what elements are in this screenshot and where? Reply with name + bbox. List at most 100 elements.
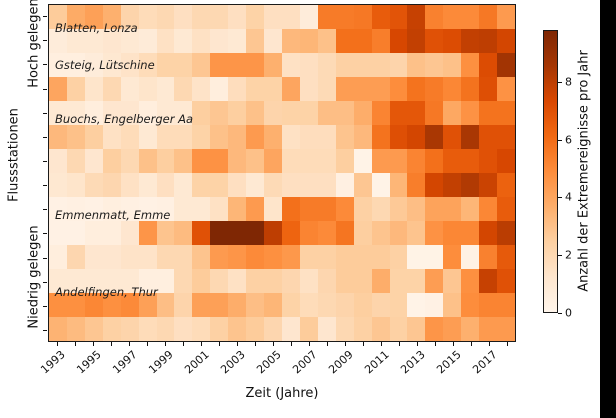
heatmap-cell-r5-1994 [66, 125, 85, 149]
heatmap-cell-r2-2009 [335, 53, 354, 77]
x-tick-2005 [273, 342, 274, 346]
heatmap-cell-r8-2000 [174, 197, 193, 221]
heatmap-cell-r5-1997 [120, 125, 139, 149]
heatmap-cell-r4-1995 [84, 101, 103, 125]
heatmap-cell-r1-1995 [84, 29, 103, 53]
heatmap-cell-r9-2000 [174, 221, 193, 245]
colorbar-title: Anzahl der Extremereignisse pro Jahr [576, 50, 592, 292]
heatmap-cell-r3-2013 [407, 77, 426, 101]
heatmap-cell-r7-2015 [443, 173, 462, 197]
heatmap-cell-r6-1994 [66, 149, 85, 173]
heatmap-cell-r0-2013 [407, 5, 426, 29]
heatmap-cell-r9-2018 [497, 221, 515, 245]
heatmap-cell-r1-2006 [281, 29, 300, 53]
heatmap-cell-r11-1997 [120, 269, 139, 293]
heatmap-cell-r3-2011 [371, 77, 390, 101]
heatmap-cell-r9-1998 [138, 221, 157, 245]
heatmap-cell-r13-2004 [246, 317, 265, 341]
heatmap-cell-r1-2011 [371, 29, 390, 53]
heatmap-cell-r5-2006 [281, 125, 300, 149]
colorbar-tick-label-6: 6 [565, 133, 572, 147]
heatmap-cell-r5-2008 [317, 125, 336, 149]
heatmap-cell-r4-2010 [353, 101, 372, 125]
heatmap-cell-r3-2018 [497, 77, 515, 101]
heatmap-cell-r1-2012 [389, 29, 408, 53]
heatmap-cell-r8-1998 [138, 197, 157, 221]
heatmap-cell-r11-2013 [407, 269, 426, 293]
heatmap-cell-r11-2005 [264, 269, 282, 293]
heatmap-cell-r9-2011 [371, 221, 390, 245]
heatmap-cell-r3-2009 [335, 77, 354, 101]
heatmap-cell-r5-2017 [479, 125, 498, 149]
heatmap-cell-r13-1998 [138, 317, 157, 341]
heatmap-cell-r3-1997 [120, 77, 139, 101]
heatmap-cell-r12-2014 [425, 293, 444, 317]
heatmap-cell-r2-1995 [84, 53, 103, 77]
heatmap-cell-r2-2001 [192, 53, 211, 77]
x-tick-2015 [453, 342, 454, 346]
heatmap-cell-r2-2015 [443, 53, 462, 77]
heatmap-cell-r12-1999 [156, 293, 175, 317]
x-tick-2006 [291, 342, 292, 346]
x-tick-label-2009: 2009 [326, 348, 356, 377]
heatmap-cell-r6-2010 [353, 149, 372, 173]
heatmap-cell-r8-2011 [371, 197, 390, 221]
heatmap-cell-r5-2012 [389, 125, 408, 149]
heatmap-cell-r2-2011 [371, 53, 390, 77]
heatmap-cell-r7-2014 [425, 173, 444, 197]
heatmap-cell-r8-2007 [299, 197, 318, 221]
heatmap-cell-r13-1994 [66, 317, 85, 341]
heatmap-cell-r3-2007 [299, 77, 318, 101]
colorbar-tick-2 [558, 255, 562, 257]
heatmap-cell-r10-1999 [156, 245, 175, 269]
heatmap-cell-r8-1993 [49, 197, 67, 221]
x-tick-2016 [471, 342, 472, 346]
heatmap-cell-r11-1999 [156, 269, 175, 293]
heatmap-cell-r5-1996 [102, 125, 121, 149]
heatmap-cell-r9-2015 [443, 221, 462, 245]
heatmap-cell-r6-1993 [49, 149, 67, 173]
x-tick-2002 [219, 342, 220, 346]
heatmap-cell-r0-1998 [138, 5, 157, 29]
heatmap-cell-r5-2004 [246, 125, 265, 149]
heatmap-cell-r10-1997 [120, 245, 139, 269]
station-label-1: Gsteig, Lütschine [55, 58, 155, 73]
heatmap-cell-r4-1997 [120, 101, 139, 125]
heatmap-cell-r3-2010 [353, 77, 372, 101]
heatmap-cell-r12-2003 [228, 293, 247, 317]
heatmap-cell-r2-2005 [264, 53, 282, 77]
heatmap-cell-r3-2016 [461, 77, 480, 101]
heatmap-cell-r0-2006 [281, 5, 300, 29]
heatmap-cell-r4-2000 [174, 101, 193, 125]
y-tick-1 [43, 40, 47, 42]
heatmap-cell-r0-2007 [299, 5, 318, 29]
heatmap-cell-r10-2007 [299, 245, 318, 269]
heatmap-cell-r8-2005 [264, 197, 282, 221]
heatmap-cell-r4-2003 [228, 101, 247, 125]
heatmap-cell-r6-2008 [317, 149, 336, 173]
heatmap-cell-r13-2014 [425, 317, 444, 341]
heatmap-cell-r2-1994 [66, 53, 85, 77]
heatmap-cell-r2-2013 [407, 53, 426, 77]
heatmap-cell-r6-1998 [138, 149, 157, 173]
heatmap-cell-r4-2018 [497, 101, 515, 125]
heatmap-cell-r4-2007 [299, 101, 318, 125]
heatmap-cell-r9-1994 [66, 221, 85, 245]
heatmap-cell-r1-1997 [120, 29, 139, 53]
heatmap-cell-r1-2017 [479, 29, 498, 53]
y-group-label-hoch: Hoch gelegen [26, 0, 42, 88]
heatmap-cell-r6-2014 [425, 149, 444, 173]
heatmap-cell-r1-2001 [192, 29, 211, 53]
heatmap-cell-r9-2008 [317, 221, 336, 245]
heatmap-cell-r8-2006 [281, 197, 300, 221]
heatmap-cell-r11-2006 [281, 269, 300, 293]
heatmap-cell-r8-2012 [389, 197, 408, 221]
heatmap-cell-r1-2008 [317, 29, 336, 53]
heatmap-cell-r13-2000 [174, 317, 193, 341]
heatmap-cell-r10-1996 [102, 245, 121, 269]
heatmap-cell-r4-1999 [156, 101, 175, 125]
heatmap-cell-r12-2000 [174, 293, 193, 317]
heatmap-cell-r3-2000 [174, 77, 193, 101]
heatmap-cell-r13-2011 [371, 317, 390, 341]
heatmap-cell-r3-2008 [317, 77, 336, 101]
